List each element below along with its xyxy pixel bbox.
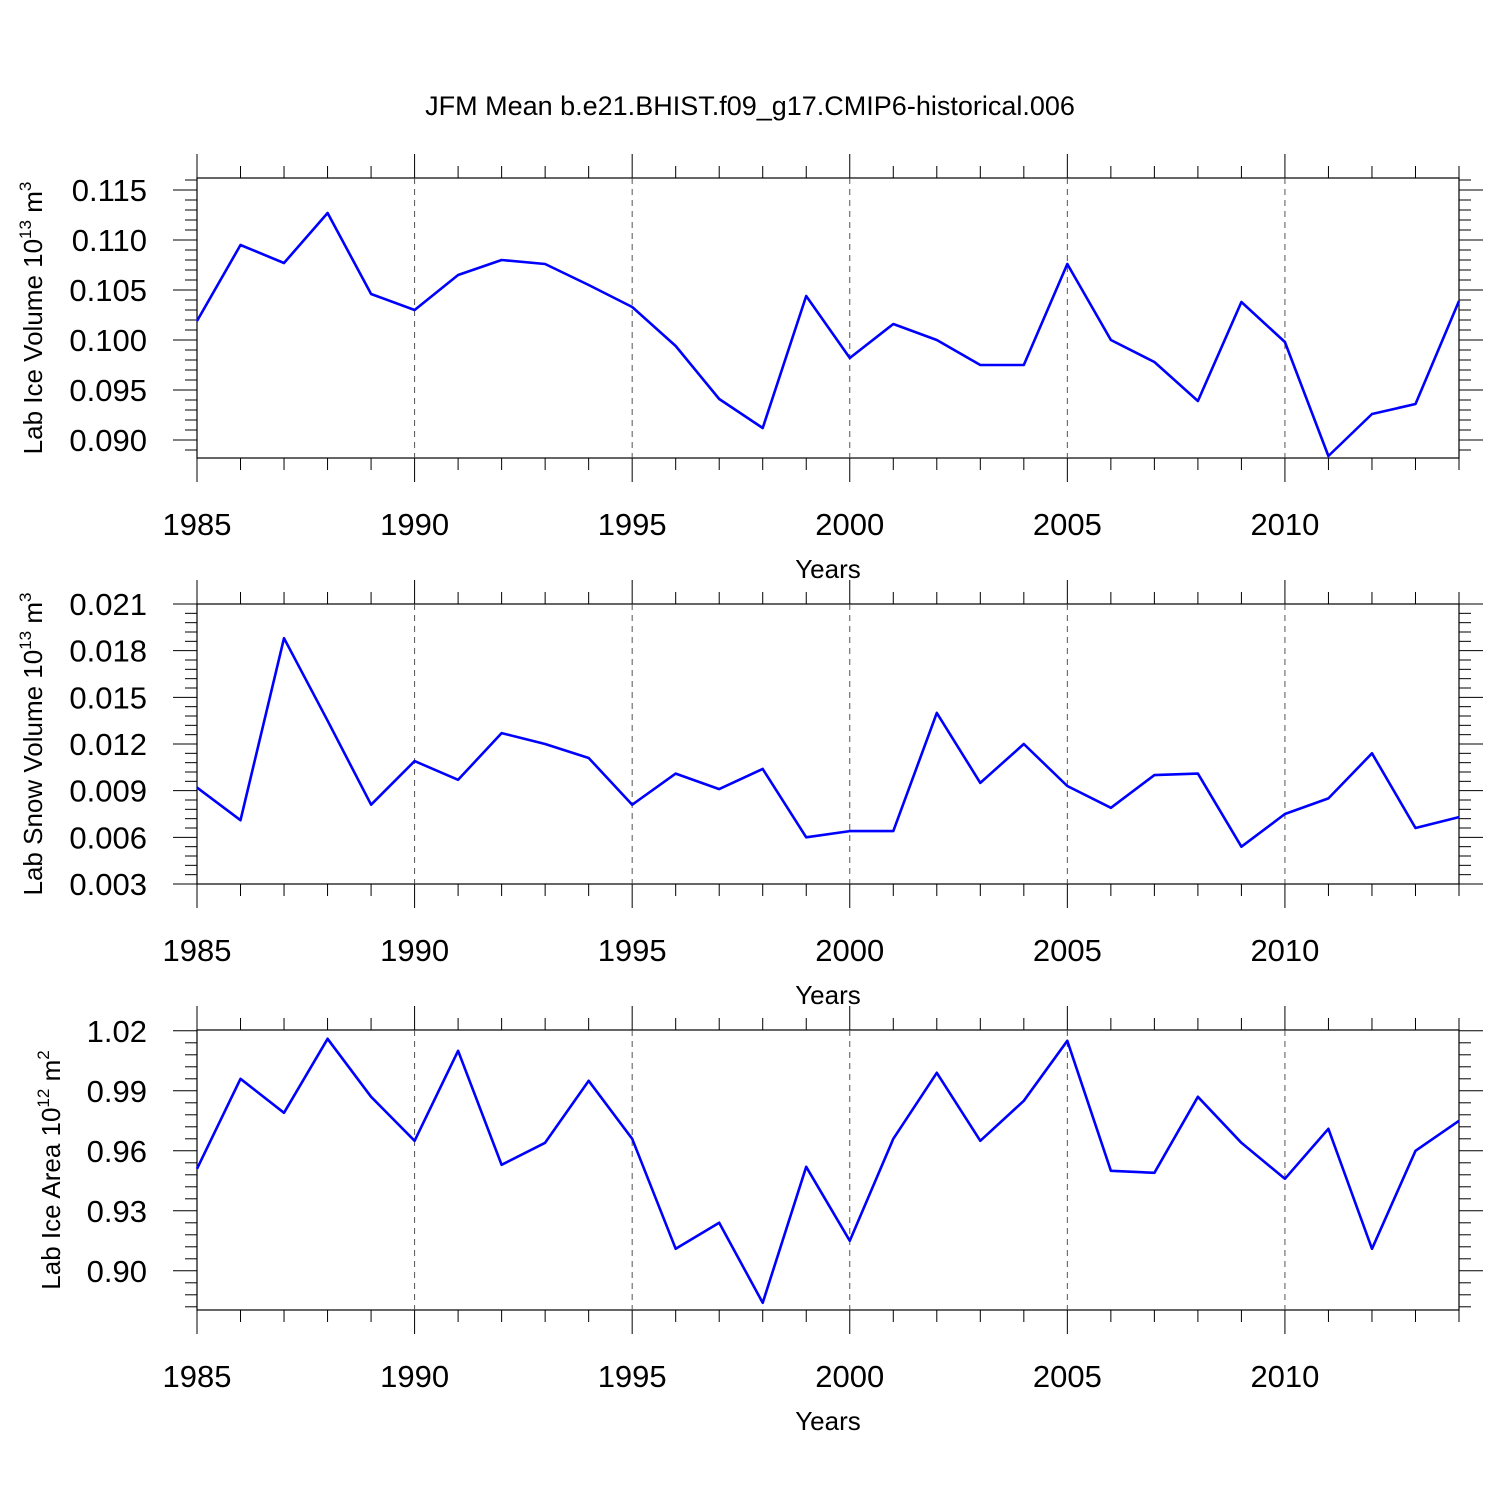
x-tick-label: 1995 (598, 933, 667, 968)
y-tick-label: 1.02 (87, 1014, 147, 1049)
y-tick-label: 0.018 (69, 634, 147, 669)
x-tick-label: 2005 (1033, 507, 1102, 542)
y-tick-label: 0.095 (69, 373, 147, 408)
x-axis-label: Years (795, 980, 861, 1010)
x-tick-label: 2010 (1250, 933, 1319, 968)
plot-frame (196, 177, 1460, 459)
x-tick-label: 2005 (1033, 1359, 1102, 1394)
y-tick-label: 0.012 (69, 727, 147, 762)
x-tick-label: 1995 (598, 1359, 667, 1394)
x-tick-label: 1990 (380, 933, 449, 968)
y-tick-label: 0.96 (87, 1134, 147, 1169)
plot-frame (196, 1029, 1460, 1311)
x-tick-label: 1985 (163, 507, 232, 542)
y-tick-label: 0.99 (87, 1074, 147, 1109)
y-tick-label: 0.110 (72, 223, 147, 258)
y-axis-label: Lab Ice Volume 1013 m3 (16, 182, 48, 455)
panels: 0.090 0.095 0.100 0.105 0.110 0.115 1985 1990 19… (16, 154, 1483, 1436)
y-tick-label: 0.090 (69, 423, 147, 458)
series-line (196, 636, 1460, 849)
series-line (195, 1037, 1460, 1305)
x-tick-label: 1990 (380, 1359, 449, 1394)
x-tick-label: 1985 (163, 933, 232, 968)
x-axis-label: Years (795, 554, 861, 584)
y-tick-label: 0.93 (87, 1194, 147, 1229)
x-tick-label: 2010 (1250, 507, 1319, 542)
y-tick-label: 0.003 (69, 867, 147, 902)
x-tick-label: 1995 (598, 507, 667, 542)
y-tick-label: 0.105 (69, 273, 147, 308)
y-tick-label: 0.009 (69, 774, 147, 809)
x-tick-label: 2000 (815, 1359, 884, 1394)
series-line (195, 211, 1461, 458)
figure-title: JFM Mean b.e21.BHIST.f09_g17.CMIP6-histo… (425, 91, 1075, 121)
panel-2: 0.003 0.006 0.009 0.012 0.015 0.018 0.021 1985 1… (16, 580, 1483, 1010)
x-tick-label: 1985 (163, 1359, 232, 1394)
y-tick-label: 0.006 (69, 820, 147, 855)
y-tick-label: 0.115 (72, 173, 147, 208)
y-tick-label: 0.015 (69, 680, 147, 715)
y-axis-label: Lab Ice Area 1012 m2 (34, 1050, 66, 1289)
y-tick-label: 0.100 (69, 323, 147, 358)
y-axis-label: Lab Snow Volume 1013 m3 (16, 592, 48, 895)
panel-3: 0.90 0.93 0.96 0.99 1.02 1985 1990 1995 2000 2005… (34, 1006, 1483, 1436)
x-tick-label: 2000 (815, 933, 884, 968)
panel-1: 0.090 0.095 0.100 0.105 0.110 0.115 1985 1990 19… (16, 154, 1483, 584)
x-tick-label: 2000 (815, 507, 884, 542)
x-tick-label: 2005 (1033, 933, 1102, 968)
y-tick-label: 0.90 (87, 1254, 147, 1289)
x-axis-label: Years (795, 1406, 861, 1436)
x-tick-label: 2010 (1250, 1359, 1319, 1394)
plot-frame (196, 603, 1460, 885)
x-tick-label: 1990 (380, 507, 449, 542)
y-tick-label: 0.021 (69, 587, 147, 622)
